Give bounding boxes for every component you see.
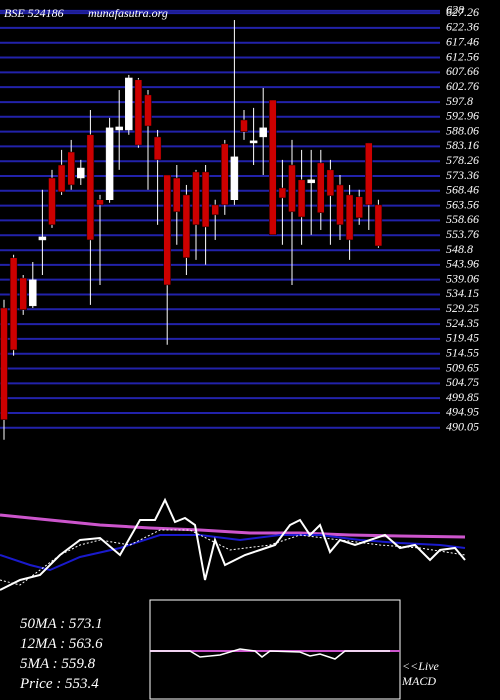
candle-body [230,156,239,201]
macd-box [149,599,401,700]
candle-body [115,126,123,131]
candle-body [38,236,47,241]
live-label: <<Live [402,659,440,673]
site: munafasutra.org [88,6,168,20]
y-tick-label: 490.05 [446,420,479,434]
candle-body [278,187,287,199]
candle-body [86,134,95,241]
candle-body [0,307,8,421]
candle-body [345,194,354,241]
y-tick-label: 607.66 [446,64,479,78]
candle-body [374,204,383,247]
legend-ma50: 50MA : 573.1 [20,616,103,632]
candle-body [221,143,229,206]
y-tick-label: 519.45 [446,331,479,345]
legend-ma5: 5MA : 559.8 [20,656,96,672]
candle-body [153,136,162,161]
y-tick-label: 627.26 [446,5,479,19]
candle-body [240,119,248,133]
candle-body [57,164,66,193]
macd-panel: <<Live MACD [149,599,440,700]
indicator-panel [0,497,466,591]
y-tick-label: 617.46 [446,34,479,48]
candle-body [365,142,373,206]
candle-body [307,179,315,184]
y-tick-label: 499.85 [446,390,479,404]
candle-body [19,277,27,311]
y-tick-label: 592.96 [446,109,479,123]
candle-body [173,177,181,213]
y-tick-label: 622.36 [446,20,479,34]
candle-body [297,179,306,218]
y-tick-label: 583.16 [446,138,479,152]
y-tick-label: 529.25 [446,301,479,315]
y-tick-label: 539.06 [446,271,479,285]
y-tick-label: 588.06 [446,123,479,137]
candle-body [9,257,18,351]
y-tick-label: 514.55 [446,345,479,359]
candle-body [192,171,200,226]
legend-price: Price : 553.4 [19,676,99,692]
candle-body [77,167,85,179]
y-tick-label: 568.46 [446,183,479,197]
candle-body [105,127,114,201]
y-tick-label: 504.75 [446,375,479,389]
y-tick-label: 573.36 [446,168,479,182]
candle-body [288,164,296,213]
candle-body [317,162,325,213]
y-tick-label: 602.76 [446,79,479,93]
candle-body [182,194,191,259]
y-tick-label: 578.26 [446,153,479,167]
y-tick-label: 494.95 [446,405,479,419]
price-line [0,497,466,591]
macd-line [150,648,390,660]
ma-line [0,513,466,539]
candle-body [48,177,56,226]
candle-body [269,99,277,236]
y-tick-label: 612.56 [446,49,479,63]
symbol: BSE 524186 [4,6,64,20]
candle-body [201,171,210,228]
y-tick-label: 628 [446,3,464,17]
candle-body [249,140,258,144]
y-tick-label: 543.96 [446,257,479,271]
y-tick-label: 509.65 [446,360,479,374]
y-tick-label: 597.8 [446,94,473,108]
y-tick-label: 524.35 [446,316,479,330]
y-tick-label: 563.56 [446,197,479,211]
candle-body [67,151,75,186]
y-tick-label: 553.76 [446,227,479,241]
legend-ma12: 12MA : 563.6 [20,636,103,652]
y-tick-label: 534.15 [446,286,479,300]
candles [0,19,383,440]
y-tick-label: 548.8 [446,242,473,256]
y-tick-label: 558.66 [446,212,479,226]
candle-body [134,79,143,146]
macd-label: MACD [401,674,436,688]
candle-body [336,184,344,226]
candle-body [29,279,37,307]
candle-body [326,169,335,197]
candle-body [211,204,219,216]
candle-body [96,199,104,206]
candle-body [125,77,133,131]
candle-body [144,94,152,127]
candle-body [259,127,267,138]
candle-body [163,174,171,286]
candle-body [355,196,363,219]
